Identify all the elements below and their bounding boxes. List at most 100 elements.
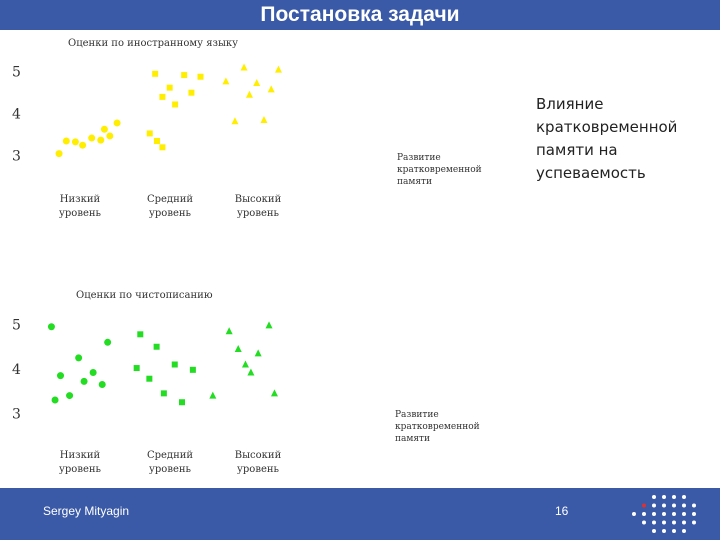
chart-2-square-point — [153, 343, 160, 350]
chart-1-square-point — [159, 144, 166, 151]
logo-dot — [662, 495, 666, 499]
chart-2-y-tick-3: 3 — [12, 406, 21, 422]
chart-2-triangle-point — [247, 368, 255, 376]
chart-1-x-axis-label: памяти — [397, 177, 432, 187]
logo-dot — [652, 512, 656, 516]
chart-1-circle-point — [62, 137, 70, 145]
logo-dot — [692, 512, 696, 516]
chart-2-circle-point — [51, 396, 59, 404]
chart-1-square-point — [159, 93, 166, 100]
logo-dot — [692, 503, 696, 508]
chart-1-triangle-point — [231, 117, 239, 125]
chart-1-square-point — [172, 101, 179, 108]
chart-2-x-axis-label: памяти — [395, 434, 430, 444]
chart-2-triangle-point — [254, 349, 262, 357]
chart-1-circle-point — [97, 136, 105, 144]
chart-1-category-label: Низкий — [60, 194, 101, 205]
logo-dot — [642, 520, 646, 525]
chart-1-category-label: уровень — [237, 208, 280, 219]
logo-dot — [682, 512, 686, 516]
chart-2-x-axis-label: кратковременной — [395, 422, 480, 432]
chart-2-triangle-point — [209, 391, 217, 399]
chart-2-category-label: уровень — [59, 464, 102, 475]
chart-1-x-axis-label: Развитие — [397, 153, 441, 163]
chart-2-category-label: Средний — [147, 450, 193, 461]
chart-1-square-point — [146, 130, 153, 137]
logo-dot — [682, 495, 686, 499]
chart-1-y-tick-5: 5 — [12, 65, 21, 81]
logo-dot — [652, 520, 656, 525]
logo-dot — [672, 503, 676, 508]
chart-2-square-point — [137, 331, 144, 338]
chart-1-circle-point — [100, 125, 108, 133]
logo-dot — [682, 520, 686, 525]
chart-1-circle-point — [71, 138, 79, 146]
chart-2-square-point — [179, 399, 185, 406]
chart-1-category-label: уровень — [149, 208, 192, 219]
logo-dot — [662, 512, 666, 516]
chart-2-triangle-point — [234, 344, 242, 352]
chart-2-y-tick-5: 5 — [12, 318, 21, 334]
chart-1-square-point — [153, 138, 160, 144]
chart-2-triangle-point — [225, 327, 233, 335]
logo-dot — [652, 495, 656, 499]
chart-1-x-axis-label: кратковременной — [397, 165, 482, 175]
chart-1-triangle-point — [222, 77, 230, 85]
chart-1-circle-point — [113, 119, 121, 127]
logo-dot — [642, 512, 646, 516]
chart-2-title: Оценки по чистописанию — [76, 290, 213, 301]
chart-1-triangle-point — [260, 116, 268, 123]
logo-dot — [662, 503, 666, 508]
chart-2-circle-point — [66, 392, 74, 400]
chart-2-category-label: Высокий — [235, 450, 282, 461]
chart-1-category-label: Средний — [147, 194, 193, 205]
footer-author: Sergey Mityagin — [43, 504, 130, 518]
logo-dot — [642, 503, 646, 508]
chart-2-circle-point — [57, 372, 65, 380]
chart-2-triangle-point — [265, 321, 273, 329]
logo-dot — [652, 503, 656, 508]
chart-2-triangle-point — [241, 360, 249, 368]
logo-dot — [672, 520, 676, 525]
chart-2-circle-point — [75, 354, 83, 362]
logo-dot — [682, 529, 686, 533]
chart-2-circle-point — [80, 377, 88, 385]
chart-2-square-point — [133, 365, 140, 372]
chart-2-circle-point — [47, 323, 55, 331]
chart-1-triangle-point — [267, 85, 275, 93]
chart-2-triangle-point — [270, 389, 278, 397]
footer-bar — [0, 488, 720, 540]
chart-2-square-point — [146, 375, 153, 382]
logo-dot — [672, 512, 676, 516]
logo-dot — [652, 529, 656, 533]
chart-2-circle-point — [104, 338, 112, 346]
chart-2-category-label: уровень — [237, 464, 280, 475]
logo-dot — [692, 520, 696, 525]
chart-1-triangle-point — [245, 90, 253, 98]
chart-1-triangle-point — [240, 63, 248, 71]
logo-dot — [672, 529, 676, 533]
chart-1-category-label: уровень — [59, 208, 102, 219]
chart-1-square-point — [181, 72, 188, 79]
logo-dot — [682, 503, 686, 508]
chart-1-square-point — [166, 84, 173, 91]
chart-2-square-point — [171, 361, 178, 368]
logo-dot — [662, 520, 666, 525]
chart-1-y-tick-4: 4 — [12, 107, 21, 123]
logo-dot — [672, 495, 676, 499]
chart-1-y-tick-3: 3 — [12, 149, 21, 165]
logo-dot — [662, 529, 666, 533]
side-note: Влияние кратковременной памяти на успева… — [536, 95, 678, 182]
dot-grid-logo-icon — [632, 495, 696, 533]
chart-2-y-tick-4: 4 — [12, 362, 21, 378]
chart-1-circle-point — [55, 150, 63, 158]
chart-2-category-label: Низкий — [60, 450, 101, 461]
chart-1-category-label: Высокий — [235, 194, 282, 205]
slide-title: Постановка задачи — [260, 3, 460, 26]
chart-1-triangle-point — [253, 79, 261, 87]
chart-1-circle-point — [88, 134, 96, 142]
scatter-charts: Оценки по иностранному языку 3 4 5 Низкий уро… — [12, 38, 482, 475]
chart-2-circle-point — [89, 368, 97, 376]
chart-1-circle-point — [106, 132, 114, 140]
chart-2-square-point — [160, 390, 167, 397]
